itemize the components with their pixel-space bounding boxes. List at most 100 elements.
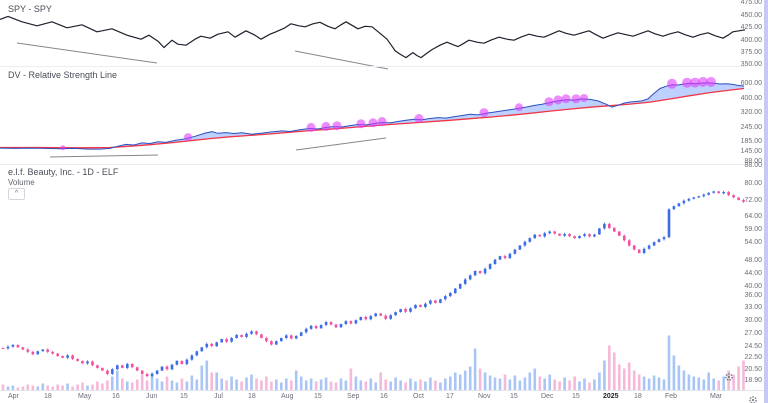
volume-bar — [483, 372, 487, 391]
price-tick-label: 24.50 — [744, 343, 762, 350]
volume-bar — [493, 377, 497, 391]
candle-body — [384, 315, 387, 319]
candle-body — [637, 249, 641, 253]
price-tick-label: 30.00 — [744, 317, 762, 324]
candle-body — [503, 256, 507, 259]
volume-bar — [270, 381, 273, 391]
rs-signal-marker[interactable] — [553, 95, 563, 105]
volume-bar — [414, 381, 417, 391]
volume-bar — [503, 374, 507, 391]
candle-body — [240, 334, 243, 337]
candle-body — [76, 359, 79, 361]
volume-bar — [145, 380, 149, 391]
volume-legend[interactable]: Volume — [8, 178, 35, 187]
rs-signal-marker[interactable] — [377, 117, 387, 126]
candle-body — [250, 331, 253, 334]
volume-bar — [608, 345, 611, 391]
rs-signal-marker[interactable] — [356, 119, 366, 129]
rs-signal-marker[interactable] — [571, 94, 581, 104]
volume-bar — [359, 380, 363, 391]
trendline[interactable] — [295, 137, 387, 151]
rs-signal-marker[interactable] — [690, 77, 700, 88]
candle-body — [91, 361, 94, 366]
rs-signal-marker[interactable] — [321, 121, 331, 131]
volume-bar — [304, 380, 308, 391]
rs-signal-marker[interactable] — [667, 78, 677, 89]
price-axis[interactable]: 475.00 450.00 425.00 400.00 375.00 350.00 600.… — [734, 0, 768, 391]
price-tick-label: 185.00 — [740, 138, 762, 145]
rs-signal-marker[interactable] — [515, 103, 523, 112]
rs-signal-marker[interactable] — [698, 76, 708, 87]
rs-line[interactable] — [0, 82, 745, 150]
candle-body — [140, 370, 144, 374]
rs-signal-marker[interactable] — [561, 94, 571, 104]
candle-body — [11, 345, 15, 347]
price-tick-label: 33.00 — [744, 304, 762, 311]
volume-collapse-button[interactable]: ^ — [8, 188, 25, 200]
candle-body — [419, 304, 422, 307]
spy-price-line[interactable] — [0, 15, 746, 59]
volume-bar — [56, 384, 59, 391]
volume-bar — [250, 374, 253, 391]
trendline[interactable] — [49, 154, 159, 158]
candle-body — [260, 334, 263, 338]
rs-legend[interactable]: DV - Relative Strength Line — [8, 70, 118, 80]
volume-bar — [593, 379, 596, 391]
spy-legend[interactable]: SPY - SPY — [8, 4, 52, 14]
volume-bar — [384, 379, 387, 391]
gear-icon[interactable] — [748, 392, 758, 403]
rs-signal-marker[interactable] — [544, 97, 554, 107]
candle-body — [1, 347, 5, 349]
candle-body — [280, 338, 283, 342]
candle-body — [106, 370, 109, 374]
rs-signal-marker[interactable] — [682, 77, 692, 88]
volume-bar — [488, 375, 492, 391]
candle-body — [364, 317, 368, 320]
volume-bar — [344, 380, 348, 391]
candle-body — [111, 369, 114, 374]
candle-body — [290, 335, 293, 339]
rs-signal-marker[interactable] — [184, 133, 192, 142]
volume-bar — [657, 377, 661, 391]
candle-body — [687, 198, 691, 201]
time-axis-label: Sep — [347, 393, 360, 400]
candle-body — [434, 300, 437, 303]
candle-body — [126, 364, 129, 368]
rs-ma-line[interactable] — [0, 87, 745, 149]
rs-signal-marker[interactable] — [332, 121, 342, 131]
gear-icon[interactable] — [724, 369, 734, 387]
candle-body — [672, 206, 676, 210]
candle-body — [697, 196, 701, 198]
volume-bar — [394, 377, 397, 391]
candle-body — [155, 370, 159, 374]
rs-signal-marker[interactable] — [580, 94, 588, 102]
candle-body — [96, 365, 99, 368]
candle-body — [608, 223, 611, 228]
rs-signal-marker[interactable] — [479, 108, 489, 118]
rs-signal-marker[interactable] — [706, 77, 716, 87]
candle-body — [145, 374, 149, 377]
volume-bar — [598, 372, 601, 391]
scrollbar[interactable] — [764, 0, 768, 403]
trendline[interactable] — [16, 42, 158, 64]
volume-bar — [687, 374, 691, 391]
panel-separator[interactable] — [0, 66, 746, 67]
rs-signal-marker[interactable] — [368, 118, 378, 128]
volume-bar — [260, 380, 263, 391]
panel-separator[interactable] — [0, 164, 746, 165]
time-axis[interactable]: Apr 18 May 16 Jun 15 Jul 18 Aug 15 Sep 16 Oct 17 Nov 15… — [0, 390, 768, 403]
rs-signal-marker[interactable] — [414, 114, 424, 123]
volume-bar — [299, 376, 303, 391]
volume-bar — [677, 365, 681, 391]
volume-bar — [21, 386, 25, 391]
rs-signal-marker[interactable] — [60, 145, 66, 151]
candle-body — [81, 360, 84, 364]
candle-body — [483, 268, 487, 274]
rs-signal-marker[interactable] — [306, 122, 316, 132]
elf-legend[interactable]: e.l.f. Beauty, Inc. - 1D - ELF — [8, 167, 119, 177]
volume-bar — [632, 370, 636, 391]
volume-bar — [523, 377, 527, 391]
candle-body — [369, 316, 373, 320]
volume-bar — [240, 381, 243, 391]
